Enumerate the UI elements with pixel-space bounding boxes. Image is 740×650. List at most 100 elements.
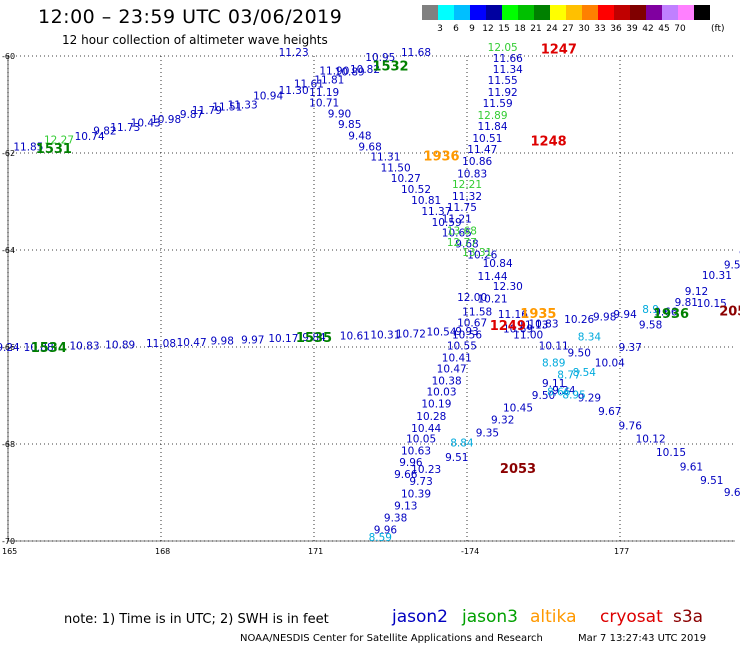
scale-swatch: [598, 5, 614, 20]
wave-height-value: 10.43: [131, 117, 161, 129]
wave-height-value: 10.74: [75, 131, 105, 143]
wave-height-value: 10.65: [442, 227, 472, 239]
scale-label: 33: [594, 24, 606, 34]
wave-height-value: 9.82: [93, 126, 116, 138]
pass-time-label: 1249: [490, 319, 526, 334]
wave-height-value: 10.94: [253, 91, 283, 103]
wave-height-value: 9.38: [384, 513, 407, 525]
wave-height-value: 11.75: [447, 202, 477, 214]
wave-height-value: 9.35: [476, 428, 499, 440]
lat-tick-label: -70: [2, 537, 15, 546]
legend-cryosat: cryosat: [600, 607, 663, 627]
wave-height-value: 8.66: [547, 387, 571, 399]
wave-height-value: 10.12: [636, 434, 666, 446]
wave-height-value: 9.5: [724, 259, 740, 271]
wave-height-value: 8.95: [562, 389, 585, 401]
wave-height-value: 9.81: [675, 297, 698, 309]
wave-height-value: 9.98: [593, 311, 616, 323]
wave-height-value: 8.9: [642, 304, 659, 316]
wave-height-value: 10.38: [432, 375, 462, 387]
wave-height-value: 10.88: [24, 342, 54, 354]
wave-height-value: 10.69: [503, 323, 533, 335]
wave-height-value: 11.44: [477, 271, 507, 283]
wave-height-value: 9.37: [619, 342, 642, 354]
wave-height-value: 11.51: [212, 101, 242, 113]
wave-height-value: 11.13: [518, 320, 548, 332]
scale-label: 39: [626, 24, 638, 34]
wave-height-value: 10.89: [105, 339, 135, 351]
wave-height-value: 9.98: [211, 336, 234, 348]
wave-height-value: 12.77: [447, 237, 477, 249]
wave-height-value: 9.51: [445, 452, 468, 464]
wave-height-value: 10.15: [656, 447, 686, 459]
wave-height-value: 8.89: [542, 357, 565, 369]
wave-height-value: 9.61: [680, 462, 703, 474]
wave-height-value: 11.50: [381, 162, 411, 174]
wave-height-value: 10.44: [411, 423, 441, 435]
wave-height-value: 11.32: [452, 191, 482, 203]
map-title: 12:00 – 23:59 UTC 03/06/2019: [38, 6, 343, 28]
scale-swatch: [454, 5, 470, 20]
wave-height-value: 9.24: [552, 385, 576, 397]
scale-unit: (ft): [711, 24, 725, 34]
wave-height-value: 10.26: [467, 250, 497, 262]
legend-jason2: jason2: [392, 607, 448, 627]
wave-height-value: 10.26: [564, 314, 594, 326]
pass-time-label: 1936: [423, 149, 459, 164]
map-subtitle: 12 hour collection of altimeter wave hei…: [62, 33, 328, 47]
wave-height-value: 11.68: [401, 47, 431, 59]
lon-tick-label: 177: [614, 547, 629, 556]
scale-label: 42: [642, 24, 654, 34]
scale-swatch: [470, 5, 486, 20]
wave-height-value: 11.37: [421, 206, 451, 218]
pass-time-label: 1535: [296, 331, 332, 346]
wave-height-value: 10.81: [411, 195, 441, 207]
scale-swatch: [614, 5, 630, 20]
wave-height-value: 11.19: [309, 87, 339, 99]
pass-time-label: 1532: [372, 60, 408, 75]
wave-height-value: 10.28: [416, 411, 446, 423]
wave-height-value: 13.31: [462, 247, 492, 259]
scale-swatch: [438, 5, 454, 20]
wave-height-value: 11.85: [13, 142, 43, 154]
wave-height-value: 10.11: [539, 340, 569, 352]
lat-tick-label: -62: [2, 149, 15, 158]
wave-height-value: 10.31: [370, 329, 400, 341]
pass-time-label: 1247: [541, 43, 577, 58]
scale-label: 24: [546, 24, 558, 34]
wave-height-value: 9.58: [639, 320, 662, 332]
scale-swatch: [582, 5, 598, 20]
wave-height-value: 10.23: [411, 464, 441, 476]
wave-height-value: 10.55: [447, 340, 477, 352]
wave-height-value: 9.96: [399, 457, 423, 469]
wave-height-value: 10.59: [432, 217, 462, 229]
wave-height-value: 11.79: [192, 105, 222, 117]
wave-height-value: 10.72: [396, 328, 426, 340]
scale-swatch: [422, 5, 438, 20]
pass-time-label: 1936: [653, 307, 689, 322]
wave-height-value: 11.59: [483, 98, 513, 110]
scale-swatch: [630, 5, 646, 20]
scale-swatch: [694, 5, 710, 20]
pass-time-label: 1248: [531, 135, 567, 150]
wave-height-value: 8.34: [578, 332, 602, 344]
scale-label: 45: [658, 24, 670, 34]
lat-tick-label: -64: [2, 246, 15, 255]
wave-height-value: 10.31: [702, 270, 732, 282]
scale-label: 9: [469, 24, 475, 34]
wave-height-value: 11.21: [442, 213, 472, 225]
wave-height-value: 13.68: [447, 225, 477, 237]
wave-height-value: 9.51: [700, 475, 723, 487]
wave-height-value: 10.83: [528, 319, 558, 331]
wave-height-value: 10.15: [697, 298, 727, 310]
wave-height-value: 11.81: [314, 75, 344, 87]
wave-height-value: 9.6: [724, 487, 740, 499]
wave-height-value: 11.31: [370, 151, 400, 163]
wave-height-value: 10.54: [426, 326, 456, 338]
lat-tick-label: -68: [2, 440, 15, 449]
wave-height-value: 11.33: [228, 99, 258, 111]
wave-height-value: 9.94: [613, 309, 637, 321]
wave-height-value: 11.90: [319, 65, 349, 77]
lat-tick-label: -66: [2, 343, 15, 352]
